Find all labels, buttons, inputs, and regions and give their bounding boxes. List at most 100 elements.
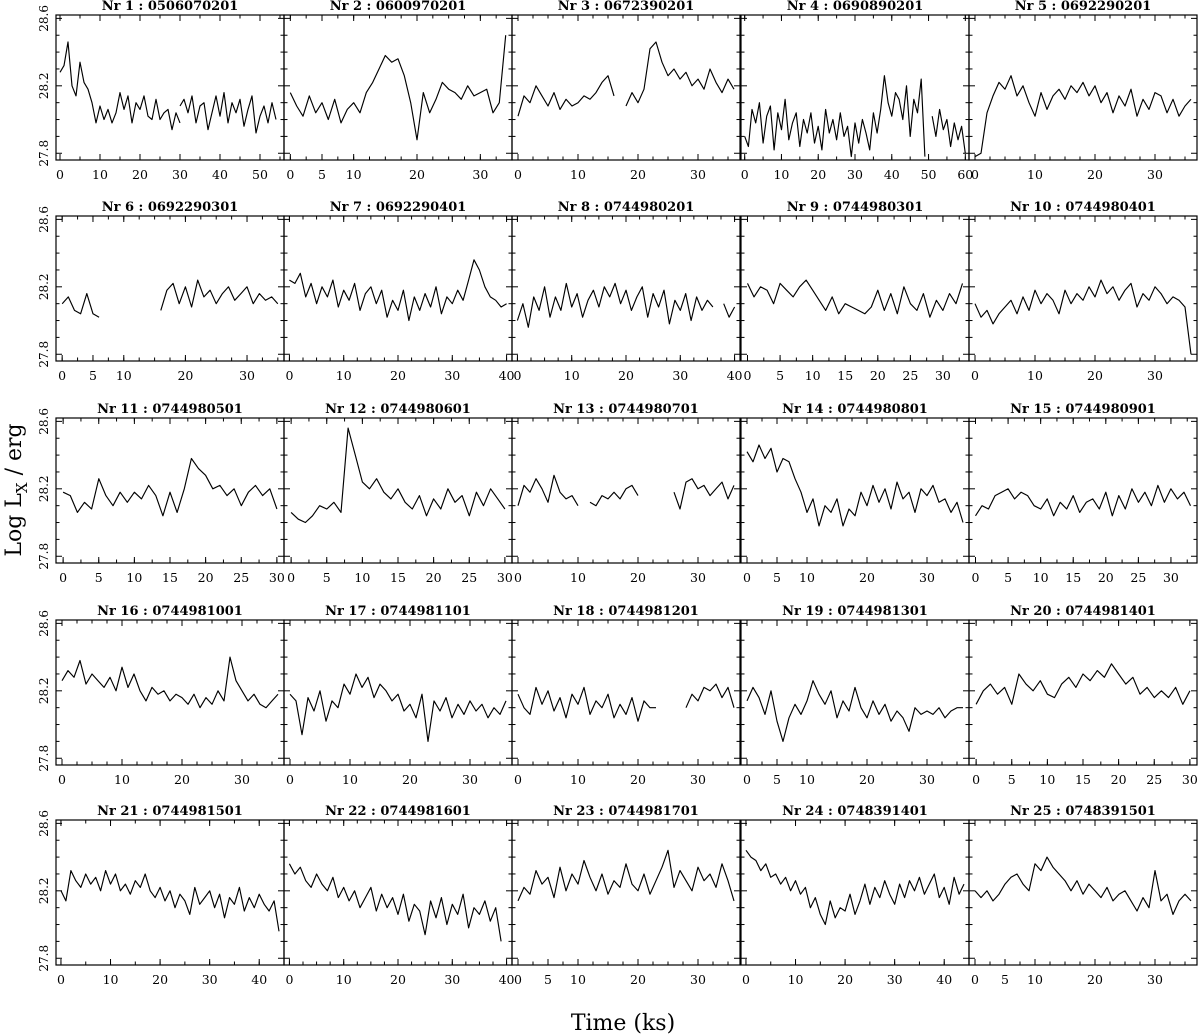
panel-title: Nr 21 : 0744981501: [97, 804, 243, 819]
panel-title: Nr 6 : 0692290301: [102, 200, 239, 215]
x-tick-label: 30: [239, 368, 255, 383]
x-tick-label: 5: [1008, 772, 1016, 787]
x-tick-label: 10: [799, 570, 815, 585]
x-tick-label: 20: [174, 772, 190, 787]
x-axis-label: Time (ks): [571, 1011, 675, 1035]
x-tick-label: 15: [1065, 570, 1081, 585]
panel-25: Nr 25 : 0748391501 0 5 10 20 30: [968, 804, 1198, 987]
panel-frame: [283, 619, 513, 766]
panel-frame: [511, 215, 741, 362]
lightcurve-line: [62, 457, 278, 517]
y-tick-label: 28.2: [37, 72, 51, 99]
x-tick-label: 30: [462, 772, 478, 787]
x-tick-label: 10: [103, 972, 119, 987]
x-tick-label: 5: [773, 772, 781, 787]
lightcurve-line: [974, 279, 1192, 355]
panel-title: Nr 14 : 0744980801: [782, 402, 928, 417]
x-tick-label: 20: [1087, 167, 1103, 182]
x-tick-label: 10: [1027, 368, 1043, 383]
x-tick-label: 40: [251, 972, 267, 987]
lightcurve-line: [61, 293, 100, 318]
panel-title: Nr 8 : 0744980201: [558, 200, 695, 215]
lightcurve-line: [290, 427, 506, 524]
x-tick-label: 10: [570, 167, 586, 182]
panel-frame: [968, 819, 1198, 966]
x-tick-label: 30: [690, 972, 706, 987]
panel-10: Nr 10 : 0744980401 0 10 20 30: [968, 200, 1198, 383]
x-tick-label: 0: [514, 972, 522, 987]
x-tick-label: 0: [286, 772, 294, 787]
x-tick-label: 20: [1098, 570, 1114, 585]
panel-8: Nr 8 : 0744980201 0 10 20 30 40: [511, 200, 743, 383]
x-tick-label: 0: [514, 772, 522, 787]
x-tick-label: 10: [354, 570, 370, 585]
x-tick-label: 20: [132, 167, 148, 182]
x-tick-label: 25: [902, 368, 918, 383]
panel-14: Nr 14 : 0744980801 0 5 10 20 30: [740, 402, 970, 585]
x-tick-label: 0: [971, 167, 979, 182]
y-tick-label: 28.6: [37, 206, 51, 233]
x-tick-label: 30: [202, 972, 218, 987]
panel-17: Nr 17 : 0744981101 0 10 20 30: [283, 604, 513, 787]
panel-title: Nr 24 : 0748391401: [782, 804, 928, 819]
x-tick-label: 10: [346, 167, 362, 182]
x-tick-label: 20: [1111, 772, 1127, 787]
x-tick-label: 25: [1146, 772, 1162, 787]
x-tick-label: 30: [690, 570, 706, 585]
y-tick-label: 27.8: [37, 745, 51, 772]
panel-title: Nr 1 : 0506070201: [102, 0, 239, 14]
x-tick-label: 10: [1033, 570, 1049, 585]
x-tick-label: 20: [390, 972, 406, 987]
x-tick-label: 30: [919, 570, 935, 585]
lightcurve-line: [974, 75, 1192, 158]
panel-3: Nr 3 : 0672390201 0 10 20 30: [511, 0, 741, 182]
x-tick-label: 40: [884, 167, 900, 182]
x-tick-label: 0: [514, 167, 522, 182]
y-axis-label-subscript: X: [13, 482, 31, 493]
x-tick-label: 40: [499, 972, 515, 987]
panel-title: Nr 13 : 0744980701: [553, 402, 699, 417]
x-tick-label: 20: [837, 972, 853, 987]
panel-20: Nr 20 : 0744981401 0 5 10 15 20 25 30: [968, 604, 1198, 787]
x-tick-label: 20: [630, 772, 646, 787]
panel-15: Nr 15 : 0744980901 0 5 10 15 20 25 30: [968, 402, 1198, 585]
panel-frame: [511, 417, 741, 564]
lightcurve-line: [975, 484, 1192, 517]
lightcurve-line: [160, 279, 279, 311]
lightcurve-line: [288, 863, 502, 942]
x-tick-label: 30: [444, 368, 460, 383]
x-tick-label: 40: [727, 368, 743, 383]
lightcurve-line: [289, 259, 507, 322]
panel-frame: [283, 417, 513, 564]
x-tick-label: 60: [957, 167, 973, 182]
x-tick-label: 20: [198, 570, 214, 585]
x-tick-label: 20: [152, 972, 168, 987]
panel-title: Nr 10 : 0744980401: [1010, 200, 1156, 215]
x-tick-label: 10: [1027, 972, 1043, 987]
lightcurve-line: [59, 41, 181, 131]
x-tick-label: 20: [810, 167, 826, 182]
x-tick-label: 10: [799, 772, 815, 787]
x-tick-label: 5: [776, 368, 784, 383]
panel-frame: [511, 819, 741, 966]
panel-19: Nr 19 : 0744981301 0 5 10 20 30: [740, 604, 970, 787]
panel-1: Nr 1 : 0506070201 27.8 28.2 28.6 0 10 20 30 40 50: [37, 0, 285, 182]
x-tick-label: 40: [936, 972, 952, 987]
lightcurve-line: [517, 686, 656, 722]
panel-title: Nr 15 : 0744980901: [1010, 402, 1156, 417]
lightcurve-line: [60, 870, 280, 932]
lightcurve-line: [589, 484, 639, 507]
x-tick-label: 30: [919, 772, 935, 787]
y-tick-label: 28.2: [37, 677, 51, 704]
panel-title: Nr 2 : 0600970201: [330, 0, 467, 14]
x-tick-label: 10: [342, 772, 358, 787]
y-tick-label: 28.2: [37, 877, 51, 904]
x-tick-label: 30: [935, 368, 951, 383]
x-tick-label: 0: [285, 368, 293, 383]
lightcurve-line: [745, 849, 965, 926]
panel-title: Nr 17 : 0744981101: [325, 604, 471, 619]
x-tick-label: 30: [472, 167, 488, 182]
panel-2: Nr 2 : 0600970201 0 5 10 20 30: [283, 0, 513, 182]
x-tick-label: 5: [89, 368, 97, 383]
x-tick-label: 20: [630, 167, 646, 182]
